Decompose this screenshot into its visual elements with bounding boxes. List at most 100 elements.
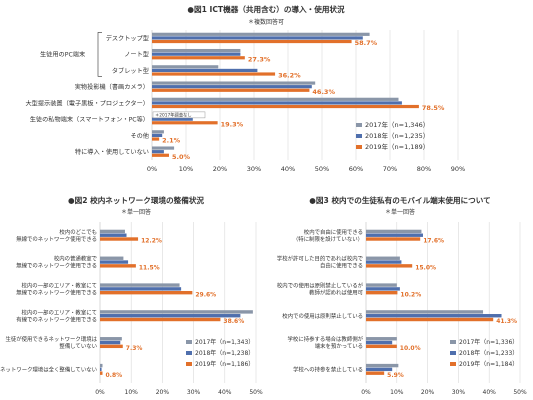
fig2-data-label: 7.3% [126, 345, 143, 352]
fig1-category-label: 実物投影機（書画カメラ） [75, 83, 149, 91]
fig1-bar-2017 [152, 32, 370, 36]
fig3-subtitle: ＊単一回答 [385, 208, 415, 216]
fig2-bar-2017 [100, 283, 180, 287]
fig3-bar-2019 [366, 237, 421, 241]
fig3-tick-label: 40% [483, 389, 497, 396]
fig3-bar-2017 [366, 256, 400, 260]
fig2-legend-label: 2019年（n=1,186） [195, 360, 254, 368]
fig3-category-label: 校内での使用は原則禁止しているが [277, 281, 364, 289]
fig3-bar-2017 [366, 337, 397, 341]
fig2-bar-2019 [100, 237, 139, 241]
fig1-bar-2017 [152, 146, 175, 150]
fig3-category-label: 自由に使用できる [320, 262, 363, 270]
fig3-title: ●図3 校内での生徒私有のモバイル端末使用について [309, 195, 490, 205]
fig1-category-label: デスクトップ型 [106, 34, 149, 42]
fig2-bar-2018 [100, 287, 182, 291]
fig2-data-label: 12.2% [141, 238, 162, 245]
fig2-bar-2018 [100, 340, 121, 345]
fig3-bar-2018 [366, 367, 393, 372]
fig1-bar-2018 [152, 101, 402, 105]
fig1-tick-label: 70% [383, 165, 397, 173]
fig1-bar-2019 [152, 137, 160, 141]
fig2-tick-label: 10% [125, 389, 139, 396]
fig3-category-label: 学校が許可した目的であれば校内で [277, 255, 363, 263]
fig2-category-label: 無線でのネットワーク使用できる [16, 235, 97, 243]
fig3-tick-label: 10% [390, 389, 404, 396]
fig2-category-label: 校内の一部のエリア・教室にて [22, 281, 97, 289]
fig1-category-label: タブレット型 [112, 67, 149, 75]
fig1-bar-2018 [152, 133, 163, 138]
fig1-annotation: ＊2017年調査なし [155, 111, 192, 118]
fig1-subtitle: ＊複数回答可 [248, 18, 284, 26]
fig1-category-label: 生徒の私物端末（スマートフォン・PC等） [30, 116, 149, 124]
fig3-data-label: 17.6% [423, 238, 444, 245]
fig3-bar-2019 [366, 371, 385, 375]
fig1-group-label: 生徒用のPC端末 [40, 50, 85, 58]
fig2-bar-2019 [100, 317, 221, 322]
fig2-category-label: 生徒が使用できるネットワーク環境は [5, 335, 97, 343]
fig2-category-label: 無線でのネットワーク使用できる [16, 288, 97, 296]
fig1-bar-2019 [152, 104, 419, 109]
fig3-legend-label: 2019年（n=1,184） [459, 360, 518, 368]
fig1-bar-2018 [152, 150, 164, 154]
fig2-title: ●図2 校内ネットワーク環境の整備状況 [68, 195, 204, 205]
fig1-bar-2019 [152, 72, 276, 76]
fig1-bar-2019 [152, 88, 310, 92]
fig2-legend-label: 2017年（n=1,343） [195, 338, 254, 346]
fig1-tick-label: 80% [417, 165, 431, 173]
fig3-bar-2018 [366, 340, 393, 345]
fig2-category-label: ネットワーク環境は全く整備していない [0, 365, 97, 373]
fig3-tick-label: 0% [361, 389, 371, 396]
fig2-legend-swatch [186, 351, 192, 355]
fig2-bar-2017 [100, 229, 125, 234]
fig2-legend-swatch [186, 340, 192, 344]
fig3-tick-label: 50% [513, 389, 527, 396]
fig1-data-label: 5.0% [172, 153, 191, 161]
fig2-bar-2017 [100, 256, 124, 260]
fig3-bar-2019 [366, 264, 413, 268]
fig3-legend-swatch [450, 351, 456, 355]
fig1-category-label: その他 [130, 132, 149, 140]
fig1-legend-swatch [356, 123, 362, 127]
fig2-data-label: 0.8% [105, 372, 122, 379]
fig1-category-label: 特に導入・使用していない [75, 148, 149, 156]
fig2-tick-label: 20% [156, 389, 170, 396]
fig2-bar-2018 [100, 314, 241, 318]
fig1-title: ●図1 ICT機器（共用含む）の導入・使用状況 [187, 4, 345, 14]
fig3-data-label: 10.2% [400, 291, 421, 298]
fig3-category-label: （特に制限を設けていない） [293, 235, 363, 243]
fig3-bar-2017 [366, 229, 422, 234]
fig3-bar-2018 [366, 314, 502, 318]
fig1-tick-label: 60% [349, 165, 363, 173]
fig2-bar-2019 [100, 290, 193, 295]
fig3-data-label: 10.0% [400, 345, 421, 352]
fig1-category-label: 大型提示装置（電子黒板・プロジェクター） [25, 99, 149, 107]
fig3-tick-label: 30% [452, 389, 466, 396]
fig2-bar-2019 [100, 344, 123, 349]
fig3-bar-2018 [366, 260, 402, 264]
fig1-data-label: 2.1% [162, 137, 181, 145]
fig2-tick-label: 40% [218, 389, 232, 396]
fig3-category-label: 学校に持参する場合は教師側が [288, 335, 364, 343]
fig1-bar-2017 [152, 48, 241, 53]
fig3-bar-2018 [366, 287, 400, 291]
fig2-bar-2017 [100, 363, 103, 368]
fig2-category-label: 校内のどこでも [59, 228, 97, 236]
fig3-tick-label: 20% [421, 389, 435, 396]
fig3-bar-2017 [366, 310, 484, 314]
fig2-data-label: 29.6% [195, 291, 216, 298]
fig1-data-label: 78.5% [422, 104, 445, 112]
fig1-tick-label: 10% [179, 165, 193, 173]
fig2-data-label: 11.5% [139, 264, 160, 271]
fig3-bar-2017 [366, 283, 397, 287]
fig3-bar-2019 [366, 290, 398, 295]
fig3-bar-2019 [366, 317, 494, 322]
fig3-legend-swatch [450, 362, 456, 366]
fig2-bar-2019 [100, 371, 103, 375]
fig3-legend-label: 2018年（n=1,233） [459, 349, 518, 357]
fig2-category-label: 無線でのネットワーク使用できる [16, 262, 97, 270]
fig2-legend-swatch [186, 362, 192, 366]
fig3-category-label: 教師が認めれば使用可 [309, 288, 364, 296]
fig1-data-label: 58.7% [355, 39, 378, 47]
fig1-bar-2019 [152, 39, 352, 44]
